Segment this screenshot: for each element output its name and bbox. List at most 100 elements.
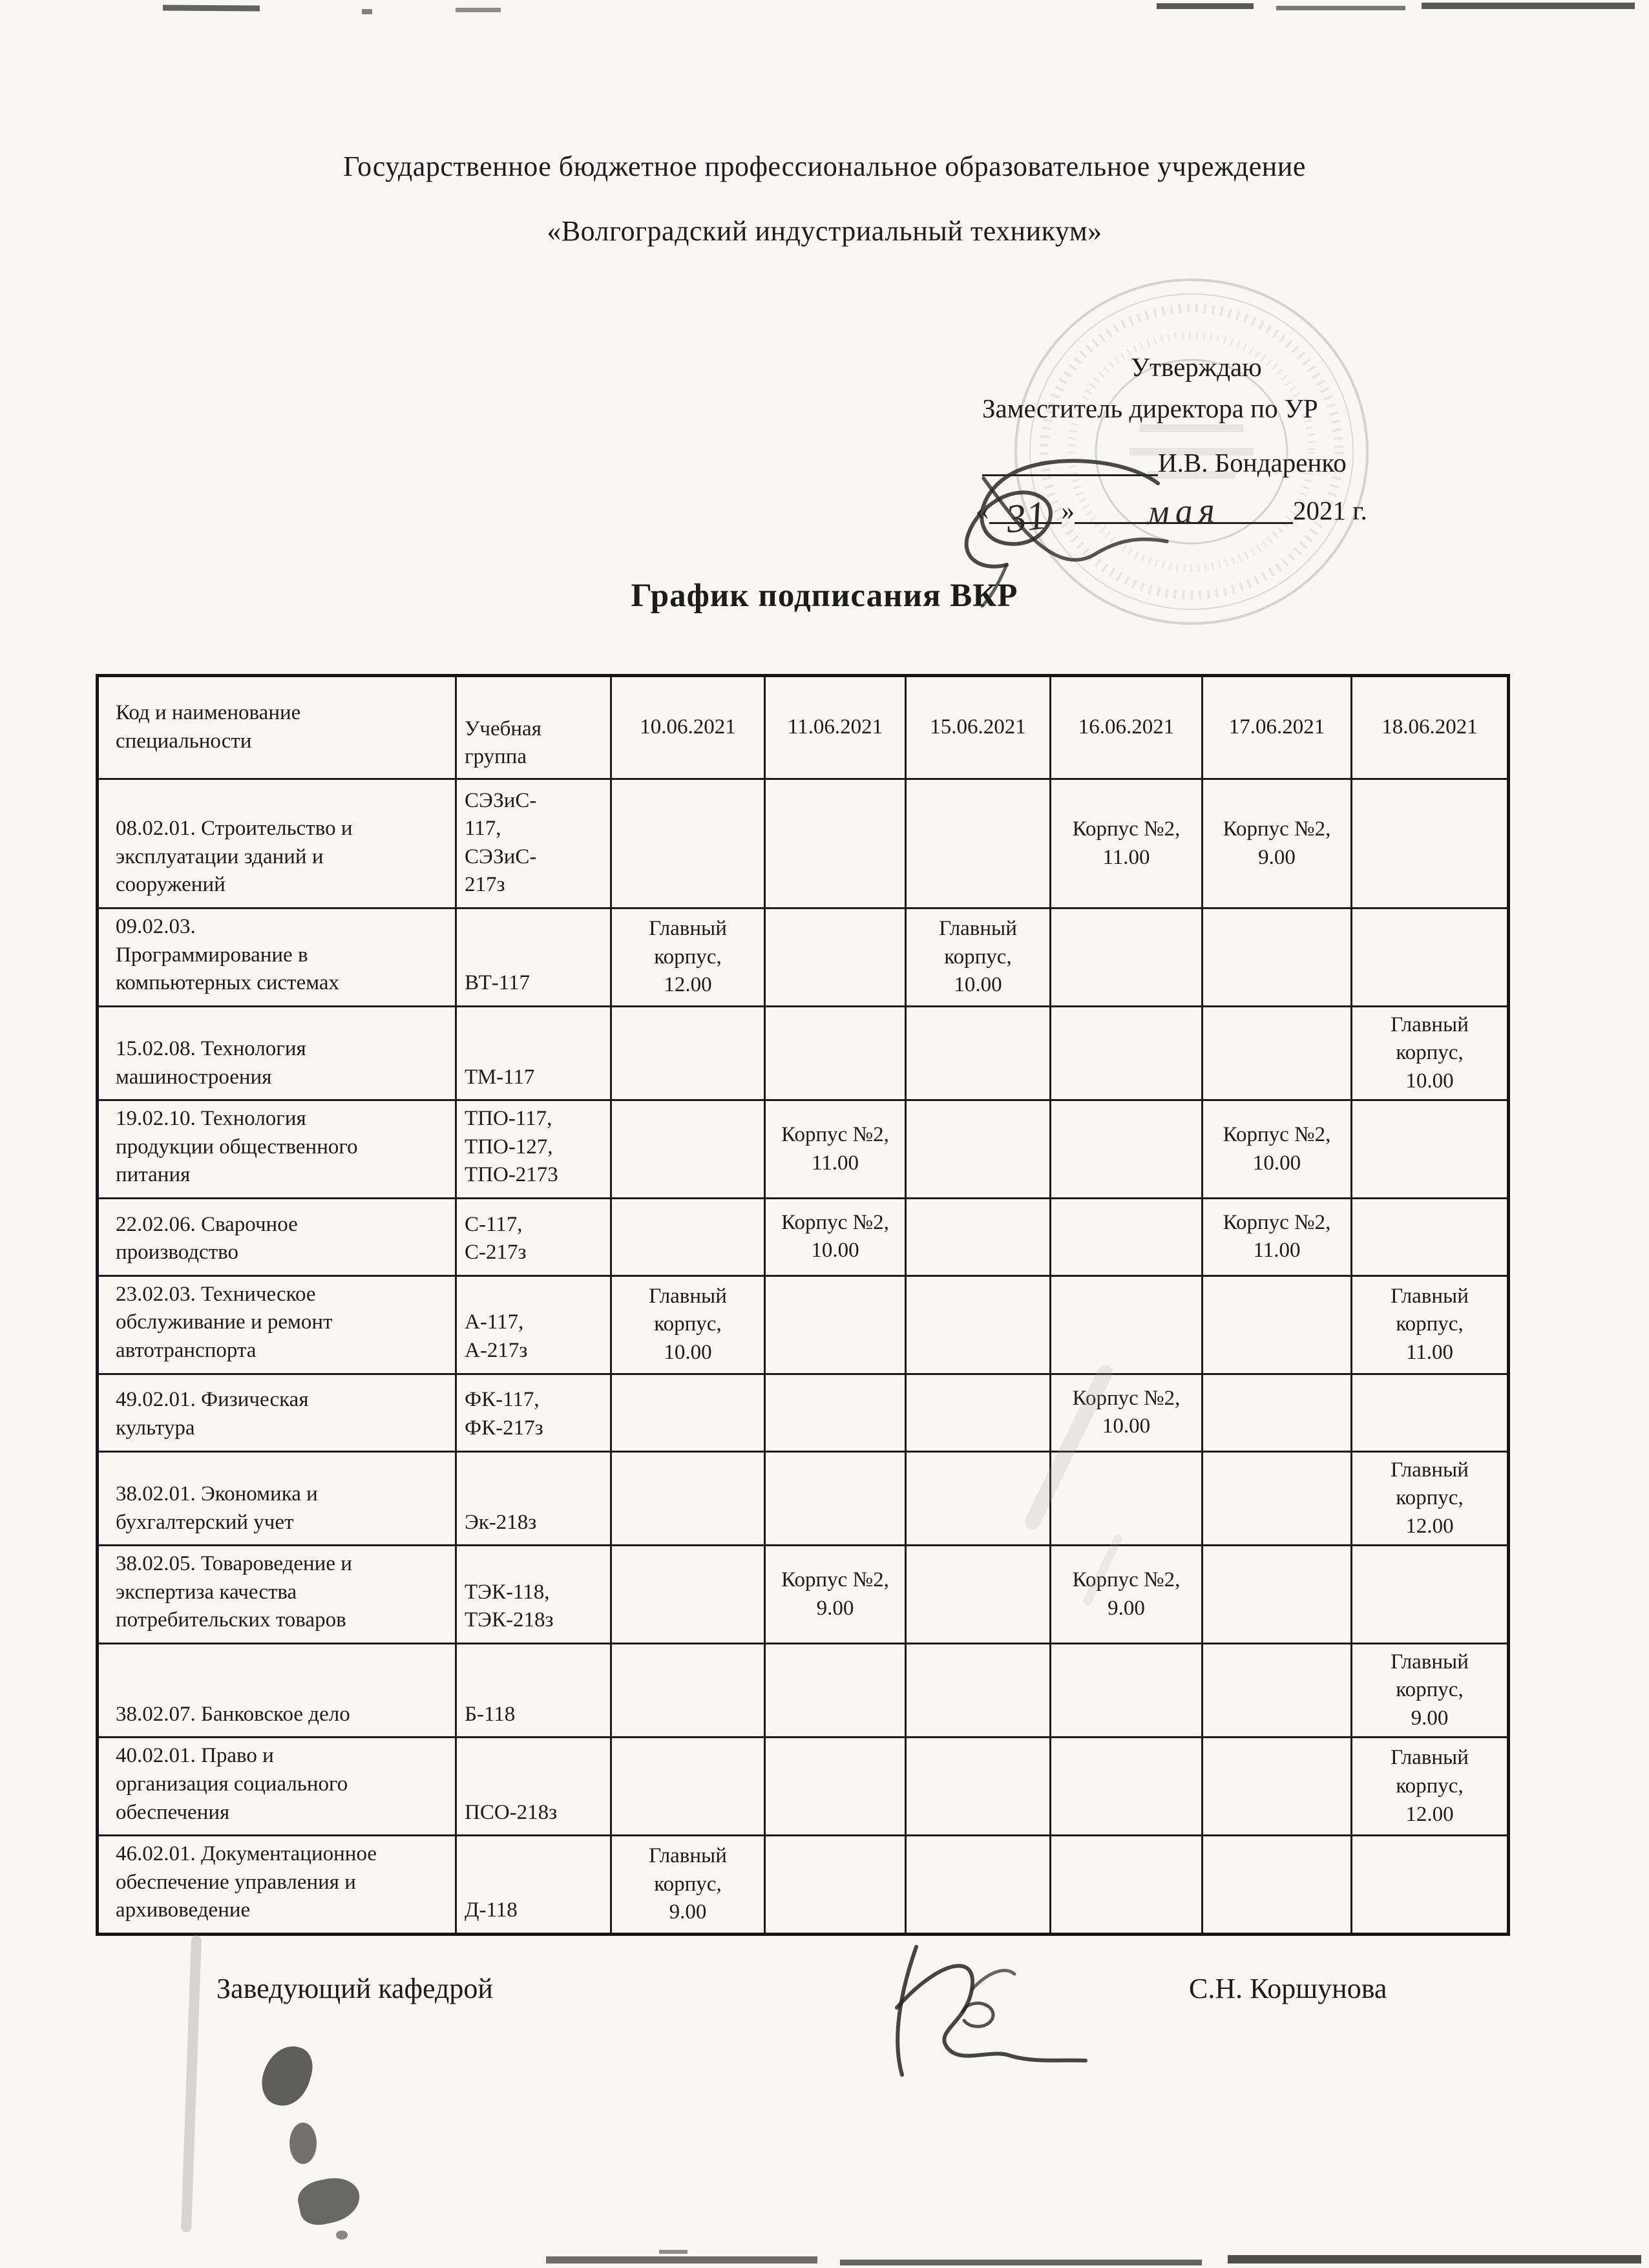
group-cell: ФК-117, ФК-217з <box>455 1372 612 1453</box>
schedule-table-body: 08.02.01. Строительство и эксплуатации з… <box>96 778 1509 1935</box>
schedule-cell <box>1049 1450 1203 1547</box>
schedule-cell <box>1049 1642 1203 1739</box>
schedule-cell: Главный корпус, 10.00 <box>905 907 1051 1007</box>
approver-name: И.В. Бондаренко <box>1158 448 1347 478</box>
handwritten-day: 31 <box>1003 493 1049 542</box>
scan-artifact <box>546 2256 817 2263</box>
schedule-cell: Корпус №2, 10.00 <box>1201 1099 1352 1199</box>
department-head-signature <box>852 1929 1104 2100</box>
scan-artifact <box>840 2260 1202 2265</box>
table-row: 23.02.03. Техническое обслуживание и рем… <box>96 1274 1509 1375</box>
schedule-cell: Корпус №2, 11.00 <box>764 1099 907 1199</box>
specialty-cell: 19.02.10. Технология продукции обществен… <box>96 1099 457 1199</box>
scan-artifact <box>659 2250 688 2254</box>
specialty-cell: 40.02.01. Право и организация социальног… <box>96 1736 457 1837</box>
specialty-cell: 38.02.01. Экономика и бухгалтерский учет <box>96 1450 457 1547</box>
table-row: 08.02.01. Строительство и эксплуатации з… <box>96 778 1509 909</box>
schedule-cell <box>1201 1642 1352 1739</box>
schedule-cell <box>764 907 907 1007</box>
specialty-cell: 49.02.01. Физическая культура <box>96 1372 457 1453</box>
ink-blot <box>294 2172 364 2229</box>
scan-artifact <box>456 8 501 12</box>
schedule-cell <box>610 1372 766 1453</box>
header-date-4: 16.06.2021 <box>1049 675 1203 780</box>
schedule-cell: Корпус №2, 9.00 <box>764 1544 907 1644</box>
schedule-cell <box>905 1544 1051 1644</box>
schedule-cell <box>905 1736 1051 1837</box>
schedule-cell <box>905 1197 1051 1277</box>
schedule-cell <box>1201 1736 1352 1837</box>
schedule-cell <box>905 1372 1051 1453</box>
specialty-cell: 38.02.05. Товароведение и экспертиза кач… <box>96 1544 457 1644</box>
table-row: 38.02.05. Товароведение и экспертиза кач… <box>96 1544 1509 1644</box>
signature-underline <box>982 443 1158 476</box>
schedule-cell: Главный корпус, 9.00 <box>1350 1642 1509 1739</box>
day-underline: 31 <box>989 491 1062 541</box>
scan-artifact <box>1157 3 1254 9</box>
schedule-cell: Главный корпус, 9.00 <box>610 1834 766 1935</box>
group-cell: А-117, А-217з <box>455 1274 612 1375</box>
schedule-cell <box>1049 1274 1203 1375</box>
schedule-cell <box>1350 778 1509 909</box>
table-row: 38.02.07. Банковское дело Б-118 Главный … <box>96 1642 1509 1739</box>
specialty-cell: 46.02.01. Документационное обеспечение у… <box>96 1834 457 1935</box>
handwritten-month: мая <box>1146 490 1221 532</box>
schedule-cell: Корпус №2, 11.00 <box>1049 778 1203 909</box>
approver-position: Заместитель директора по УР <box>982 394 1318 423</box>
ink-blot <box>289 2123 317 2164</box>
group-cell: Эк-218з <box>455 1450 612 1547</box>
group-cell: ПСО-218з <box>455 1736 612 1837</box>
approval-word: Утверждаю <box>1131 352 1262 382</box>
ink-blot <box>336 2231 348 2240</box>
scan-artifact <box>362 9 372 14</box>
scan-artifact <box>1228 2255 1641 2263</box>
schedule-cell <box>764 1642 907 1739</box>
group-cell: СЭЗиС- 117, СЭЗиС- 217з <box>455 778 612 909</box>
group-cell: Б-118 <box>455 1642 612 1739</box>
schedule-cell <box>1049 1834 1203 1935</box>
schedule-cell <box>610 1197 766 1277</box>
schedule-cell <box>764 1736 907 1837</box>
schedule-cell <box>1350 1834 1509 1935</box>
schedule-cell: Главный корпус, 10.00 <box>1350 1005 1509 1102</box>
schedule-cell <box>1049 1736 1203 1837</box>
schedule-cell <box>905 1834 1051 1935</box>
table-row: 49.02.01. Физическая культура ФК-117, ФК… <box>96 1372 1509 1453</box>
signature-line: И.В. Бондаренко <box>982 443 1347 476</box>
table-row: 46.02.01. Документационное обеспечение у… <box>96 1834 1509 1935</box>
schedule-cell <box>610 1099 766 1199</box>
schedule-cell <box>610 1005 766 1102</box>
header-specialty: Код и наименование специальности <box>96 675 457 780</box>
schedule-cell <box>1201 1544 1352 1644</box>
approval-date-line: « 31 » мая 2021 г. <box>976 490 1367 541</box>
schedule-cell <box>1350 1099 1509 1199</box>
scan-artifact <box>1276 6 1405 10</box>
ink-blot <box>256 2039 318 2112</box>
schedule-table: Код и наименование специальности Учебная… <box>96 674 1510 1936</box>
schedule-cell <box>1049 907 1203 1007</box>
org-name-line1: Государственное бюджетное профессиональн… <box>343 151 1306 182</box>
header-date-2: 11.06.2021 <box>764 675 907 780</box>
table-row: 19.02.10. Технология продукции обществен… <box>96 1099 1509 1199</box>
schedule-cell <box>905 1099 1051 1199</box>
schedule-cell: Корпус №2, 11.00 <box>1201 1197 1352 1277</box>
schedule-cell <box>1049 1099 1203 1199</box>
header-date-3: 15.06.2021 <box>905 675 1051 780</box>
schedule-cell <box>1201 1274 1352 1375</box>
group-cell: ВТ-117 <box>455 907 612 1007</box>
table-row: 09.02.03. Программирование в компьютерны… <box>96 907 1509 1007</box>
schedule-cell: Главный корпус, 10.00 <box>610 1274 766 1375</box>
header-date-1: 10.06.2021 <box>610 675 766 780</box>
schedule-cell <box>1201 1450 1352 1547</box>
scan-artifact <box>162 5 260 12</box>
schedule-cell: Главный корпус, 12.00 <box>610 907 766 1007</box>
table-row: 22.02.06. Сварочное производство С-117, … <box>96 1197 1509 1277</box>
group-cell: С-117, С-217з <box>455 1197 612 1277</box>
table-row: 38.02.01. Экономика и бухгалтерский учет… <box>96 1450 1509 1547</box>
schedule-cell: Главный корпус, 11.00 <box>1350 1274 1509 1375</box>
header-date-5: 17.06.2021 <box>1201 675 1352 780</box>
org-name-line2: «Волгоградский индустриальный техникум» <box>547 215 1102 247</box>
schedule-cell: Корпус №2, 9.00 <box>1201 778 1352 909</box>
schedule-cell <box>1350 1372 1509 1453</box>
